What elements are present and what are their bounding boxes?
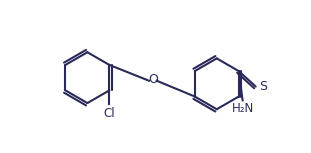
Text: O: O — [148, 73, 158, 86]
Text: H₂N: H₂N — [231, 102, 254, 115]
Text: S: S — [260, 80, 267, 93]
Text: Cl: Cl — [104, 106, 115, 119]
